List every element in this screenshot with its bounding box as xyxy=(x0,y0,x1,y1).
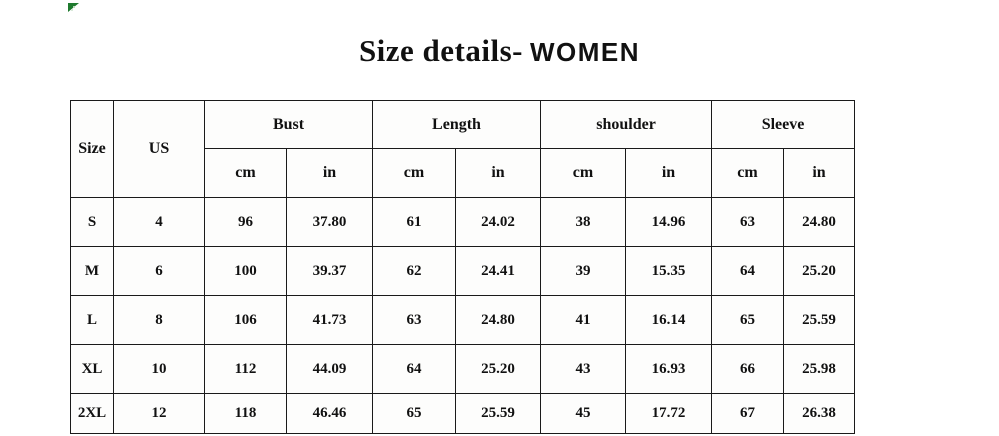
header-shoulder: shoulder xyxy=(539,100,713,149)
header-size: Size xyxy=(70,100,114,198)
page-title-serif: Size details- xyxy=(358,33,523,68)
unit-length-cm: cm xyxy=(372,148,456,198)
page-title: Size details- WOMEN xyxy=(0,33,999,69)
cell-us: 6 xyxy=(113,246,205,296)
cell-bust-cm: 100 xyxy=(204,246,287,296)
cell-shoulder-cm: 41 xyxy=(540,295,626,345)
cell-length-in: 24.02 xyxy=(455,197,541,247)
cell-bust-in: 44.09 xyxy=(286,344,373,394)
page-title-women: WOMEN xyxy=(530,37,641,67)
cell-length-cm: 65 xyxy=(372,393,456,434)
header-us: US xyxy=(113,100,205,198)
cell-shoulder-in: 16.93 xyxy=(624,344,713,394)
header-row-groups: Size US Bust Length shoulder Sleeve xyxy=(70,100,856,198)
cell-length-cm: 61 xyxy=(372,197,456,247)
cell-size: M xyxy=(70,246,114,296)
cell-size: 2XL xyxy=(70,393,114,434)
unit-bust-in: in xyxy=(286,148,373,198)
unit-length-in: in xyxy=(455,148,541,198)
cell-shoulder-cm: 43 xyxy=(540,344,626,394)
cell-us: 10 xyxy=(113,344,205,394)
cell-sleeve-in: 26.38 xyxy=(783,393,856,434)
cell-sleeve-in: 24.80 xyxy=(783,197,856,247)
unit-bust-cm: cm xyxy=(204,148,287,198)
cell-bust-in: 39.37 xyxy=(286,246,373,296)
unit-shoulder-cm: cm xyxy=(540,148,626,198)
cell-sleeve-cm: 65 xyxy=(711,295,785,345)
unit-shoulder-in: in xyxy=(624,148,713,198)
table-row: L 8 106 41.73 63 24.80 41 16.14 65 25.59 xyxy=(70,295,856,345)
cell-bust-in: 37.80 xyxy=(286,197,373,247)
cell-size: XL xyxy=(70,344,114,394)
unit-sleeve-in: in xyxy=(783,148,856,198)
cell-shoulder-in: 17.72 xyxy=(624,393,713,434)
cell-length-in: 25.20 xyxy=(455,344,541,394)
cell-shoulder-in: 16.14 xyxy=(624,295,713,345)
cell-length-in: 24.80 xyxy=(455,295,541,345)
cell-bust-in: 46.46 xyxy=(286,393,373,434)
header-row-units: cm in cm in cm in cm in xyxy=(71,148,856,198)
green-triangle-icon xyxy=(68,0,79,18)
cell-bust-in: 41.73 xyxy=(286,295,373,345)
table-row: S 4 96 37.80 61 24.02 38 14.96 63 24.80 xyxy=(70,197,856,247)
header-bust: Bust xyxy=(204,100,373,149)
cell-bust-cm: 112 xyxy=(204,344,287,394)
cell-sleeve-in: 25.59 xyxy=(783,295,856,345)
cell-length-in: 25.59 xyxy=(455,393,541,434)
cell-us: 8 xyxy=(113,295,205,345)
table-row: 2XL 12 118 46.46 65 25.59 45 17.72 67 26… xyxy=(70,393,856,434)
cell-us: 4 xyxy=(113,197,205,247)
cell-shoulder-in: 14.96 xyxy=(624,197,713,247)
cell-length-cm: 64 xyxy=(372,344,456,394)
cell-shoulder-in: 15.35 xyxy=(624,246,713,296)
cell-bust-cm: 96 xyxy=(204,197,287,247)
cell-length-in: 24.41 xyxy=(455,246,541,296)
cell-sleeve-cm: 64 xyxy=(711,246,785,296)
cell-sleeve-cm: 63 xyxy=(711,197,785,247)
cell-sleeve-in: 25.20 xyxy=(783,246,856,296)
cell-size: S xyxy=(70,197,114,247)
cell-sleeve-cm: 67 xyxy=(711,393,785,434)
cell-bust-cm: 118 xyxy=(204,393,287,434)
unit-sleeve-cm: cm xyxy=(711,148,785,198)
cell-size: L xyxy=(70,295,114,345)
cell-shoulder-cm: 39 xyxy=(540,246,626,296)
table-row: XL 10 112 44.09 64 25.20 43 16.93 66 25.… xyxy=(70,344,856,394)
table-row: M 6 100 39.37 62 24.41 39 15.35 64 25.20 xyxy=(70,246,856,296)
cell-bust-cm: 106 xyxy=(204,295,287,345)
cell-length-cm: 62 xyxy=(372,246,456,296)
cell-sleeve-in: 25.98 xyxy=(783,344,856,394)
cell-shoulder-cm: 38 xyxy=(540,197,626,247)
header-length: Length xyxy=(372,100,541,149)
header-sleeve: Sleeve xyxy=(711,100,856,149)
cell-us: 12 xyxy=(113,393,205,434)
cell-length-cm: 63 xyxy=(372,295,456,345)
size-chart-table: Size US Bust Length shoulder Sleeve cm i… xyxy=(70,100,856,434)
cell-shoulder-cm: 45 xyxy=(540,393,626,434)
cell-sleeve-cm: 66 xyxy=(711,344,785,394)
